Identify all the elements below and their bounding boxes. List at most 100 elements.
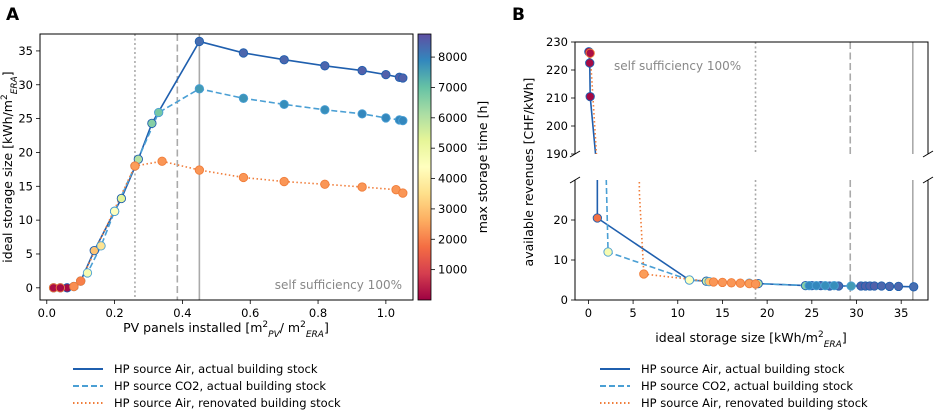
chart-b-lower-series-line (638, 180, 756, 285)
chart-b-lower-y-tick-label: 10 (553, 253, 568, 267)
chart-a-point (320, 179, 330, 189)
chart-a-y-tick-label: 10 (18, 213, 33, 227)
chart-b-point (717, 277, 728, 288)
chart-a-point (109, 206, 120, 216)
colorbar-ticks: 1000 2000 3000 4000 5000 6000 7000 8000 (431, 50, 467, 277)
chart-b-point (829, 280, 839, 291)
chart-b-point (726, 278, 737, 288)
colorbar-tick-label: 3000 (438, 202, 467, 216)
chart-a-point (357, 109, 367, 119)
chart-b-lower-series-line (596, 180, 914, 288)
chart-a-x-tick-label: 1.0 (377, 306, 395, 320)
legend-a-item-air-actual: HP source Air, actual building stock (73, 362, 318, 376)
chart-a-series (48, 36, 408, 293)
chart-a-x-label: PV panels installed [m2PV/ m2ERA] (123, 320, 329, 340)
chart-a-annotation: self sufficiency 100% (275, 278, 402, 292)
chart-b-point (585, 58, 595, 68)
chart-a-point (76, 276, 86, 286)
chart-a-point (157, 156, 167, 166)
chart-a-point (82, 268, 93, 278)
chart-a-series-line (53, 40, 403, 289)
chart-b-upper-y-tick-label: 190 (546, 147, 568, 161)
chart-b-point (750, 279, 761, 289)
chart-b-point (585, 48, 595, 58)
chart-b-point (684, 275, 695, 285)
chart-a-y-tick-label: 30 (18, 78, 33, 92)
chart-a-y-axis: 0 5 10 15 20 25 30 35 (18, 44, 40, 295)
chart-a-y-label: ideal storage size [kWh/m2ERA] (0, 71, 20, 262)
chart-a-point (279, 176, 289, 187)
chart-a-point (116, 193, 127, 204)
colorbar-tick-label: 7000 (438, 80, 467, 94)
chart-a-point (398, 73, 408, 83)
chart-a-frame (39, 33, 414, 301)
chart-a-series-line (53, 87, 403, 289)
chart-a-point (194, 165, 205, 175)
colorbar-tick-label: 8000 (438, 50, 467, 64)
chart-a-point (279, 99, 289, 110)
chart-b-x-axis: 0 5 10 15 20 25 30 35 (585, 300, 909, 320)
legend-b-item-air-actual: HP source Air, actual building stock (600, 362, 845, 376)
chart-b-point (603, 247, 613, 257)
chart-b-upper-y-tick-label: 210 (546, 91, 568, 105)
legend-a-label-co2-actual: HP source CO2, actual building stock (114, 379, 326, 393)
chart-b-lower-y-tick-label: 0 (561, 293, 568, 307)
chart-b-lower-y-axis: 0 10 20 (553, 213, 575, 307)
chart-b-upper-y-tick-label: 230 (546, 35, 568, 49)
chart-b-lower-series (592, 180, 919, 292)
chart-b-point (909, 282, 919, 292)
chart-a-point (381, 113, 391, 123)
legend-b: HP source Air, actual building stock HP … (600, 362, 868, 410)
chart-b-point (639, 269, 649, 279)
legend-b-item-co2-actual: HP source CO2, actual building stock (600, 379, 853, 393)
colorbar: 1000 2000 3000 4000 5000 6000 7000 8000 max sto… (417, 33, 490, 301)
panel-label-a: A (6, 5, 20, 25)
chart-b-upper-y-tick-label: 220 (546, 63, 568, 77)
chart-b-x-tick-label: 15 (715, 306, 730, 320)
legend-a-item-co2-actual: HP source CO2, actual building stock (73, 379, 326, 393)
chart-a-y-tick-label: 15 (18, 179, 33, 193)
chart-b-lower-y-tick-label: 20 (553, 213, 568, 227)
chart-b-point (876, 281, 887, 291)
chart-b-reference-lines (754, 42, 914, 300)
chart-b-point (735, 278, 745, 288)
chart-a-y-tick-label: 0 (26, 281, 33, 295)
legend-b-label-air-actual: HP source Air, actual building stock (641, 362, 845, 376)
chart-b-upper-y-axis: 190 200 210 220 230 (546, 35, 575, 161)
chart-b-axis-break (569, 150, 934, 184)
chart-b-point (893, 281, 904, 292)
chart-b-point (820, 280, 830, 291)
chart-a-point (154, 107, 164, 118)
chart-a-point (398, 115, 408, 126)
legend-b-item-air-renovated: HP source Air, renovated building stock (600, 396, 868, 410)
colorbar-tick-label: 4000 (438, 172, 467, 186)
chart-b-lower-frame (574, 180, 929, 301)
chart-b-point (811, 280, 821, 291)
chart-a-point (238, 172, 249, 183)
chart-b-point (846, 281, 856, 291)
legend-a-item-air-renovated: HP source Air, renovated building stock (73, 396, 341, 410)
chart-a-point (69, 281, 79, 292)
chart-a-y-tick-label: 35 (18, 44, 33, 58)
chart-a-point (398, 188, 408, 198)
chart-a-x-tick-label: 0.2 (105, 306, 123, 320)
chart-b-lower-series-line (605, 180, 852, 287)
chart-b-upper-y-tick-label: 200 (546, 119, 568, 133)
colorbar-tick-label: 2000 (438, 232, 467, 246)
chart-b-point (708, 277, 719, 287)
chart-b-point (585, 91, 595, 102)
chart-b-x-tick-label: 20 (760, 306, 775, 320)
chart-a-x-tick-label: 0.0 (38, 306, 56, 320)
chart-a-point (194, 84, 205, 94)
chart-b-upper-series (584, 47, 598, 154)
colorbar-bar (417, 33, 432, 301)
colorbar-tick-label: 5000 (438, 141, 467, 155)
chart-b-y-label: available revenues [CHF/kWh] (521, 78, 536, 267)
chart-a-point (320, 105, 330, 115)
chart-b-x-tick-label: 10 (670, 306, 685, 320)
chart-b-upper-series-line (588, 51, 597, 154)
chart-b-x-tick-label: 0 (585, 306, 592, 320)
chart-a-point (96, 241, 106, 251)
chart-a-point (238, 93, 249, 103)
